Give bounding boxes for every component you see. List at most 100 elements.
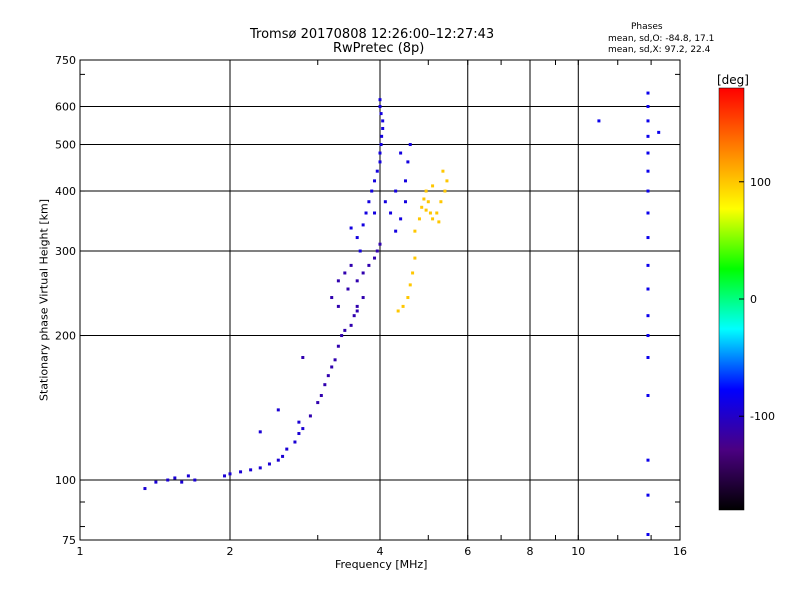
data-point bbox=[380, 134, 384, 138]
data-point bbox=[389, 211, 393, 215]
y-tick-label: 100 bbox=[55, 474, 76, 487]
stats-x: mean, sd,X: 97.2, 22.4 bbox=[608, 45, 711, 55]
data-point bbox=[276, 408, 280, 412]
data-point bbox=[361, 271, 365, 275]
data-point bbox=[193, 478, 197, 482]
data-point bbox=[646, 211, 650, 215]
data-point bbox=[378, 151, 382, 155]
data-point bbox=[373, 179, 377, 183]
x-tick-label: 1 bbox=[77, 545, 84, 558]
data-point bbox=[323, 383, 327, 387]
x-tick-label: 4 bbox=[377, 545, 384, 558]
data-point bbox=[297, 420, 301, 424]
colorbar-tick-label: -100 bbox=[750, 410, 775, 423]
data-point bbox=[420, 205, 424, 209]
data-point bbox=[646, 105, 650, 109]
data-point bbox=[443, 189, 447, 193]
y-tick-label: 750 bbox=[55, 54, 76, 67]
data-point bbox=[445, 179, 449, 183]
data-point bbox=[336, 279, 340, 283]
data-point bbox=[646, 119, 650, 123]
data-point bbox=[343, 328, 347, 332]
y-tick-label: 500 bbox=[55, 139, 76, 152]
data-point bbox=[399, 217, 403, 221]
colorbar-tick-label: 0 bbox=[750, 293, 757, 306]
data-point bbox=[646, 334, 650, 338]
data-point bbox=[333, 358, 337, 362]
data-point bbox=[424, 189, 428, 193]
data-point bbox=[373, 211, 377, 215]
x-tick-label: 6 bbox=[464, 545, 471, 558]
data-point bbox=[258, 466, 262, 470]
data-point bbox=[426, 200, 430, 204]
data-point bbox=[646, 151, 650, 155]
data-point bbox=[361, 296, 365, 300]
data-point bbox=[352, 314, 356, 318]
data-point bbox=[417, 217, 421, 221]
data-point bbox=[319, 394, 323, 398]
data-point bbox=[394, 189, 398, 193]
colorbar-tick-label: 100 bbox=[750, 176, 771, 189]
y-axis-label: Stationary phase Virtual Height [km] bbox=[37, 198, 51, 402]
x-tick-label: 2 bbox=[227, 545, 234, 558]
x-tick-label: 8 bbox=[527, 545, 534, 558]
data-point bbox=[379, 112, 383, 116]
data-point bbox=[355, 279, 359, 283]
data-point bbox=[367, 263, 371, 267]
data-point bbox=[422, 197, 426, 201]
data-point bbox=[346, 287, 350, 291]
data-point bbox=[154, 480, 158, 484]
data-point bbox=[330, 296, 334, 300]
data-point bbox=[646, 91, 650, 95]
data-point bbox=[383, 200, 387, 204]
data-point bbox=[370, 189, 374, 193]
data-point bbox=[381, 126, 385, 130]
data-point bbox=[646, 394, 650, 398]
data-point bbox=[308, 414, 312, 418]
data-point bbox=[378, 98, 382, 102]
data-point bbox=[437, 220, 441, 224]
data-point bbox=[349, 226, 353, 230]
data-point bbox=[413, 229, 417, 233]
data-point bbox=[646, 314, 650, 318]
data-point bbox=[343, 271, 347, 275]
data-point bbox=[258, 430, 262, 434]
data-point bbox=[180, 480, 184, 484]
data-point bbox=[408, 143, 412, 147]
data-point bbox=[439, 200, 443, 204]
data-point bbox=[276, 458, 280, 462]
data-point bbox=[428, 211, 432, 215]
data-point bbox=[375, 249, 379, 253]
data-point bbox=[281, 454, 285, 458]
data-point bbox=[431, 217, 435, 221]
data-point bbox=[186, 474, 190, 478]
data-point bbox=[431, 184, 435, 188]
data-point bbox=[378, 160, 382, 164]
data-point bbox=[336, 344, 340, 348]
data-point bbox=[408, 283, 412, 287]
data-point bbox=[646, 287, 650, 291]
data-point bbox=[646, 236, 650, 240]
data-point bbox=[364, 211, 368, 215]
data-point bbox=[406, 296, 410, 300]
data-point bbox=[285, 447, 289, 451]
data-point bbox=[355, 309, 359, 313]
data-point bbox=[355, 304, 359, 308]
data-point bbox=[316, 401, 320, 405]
data-point bbox=[173, 476, 177, 480]
data-point bbox=[358, 249, 362, 253]
data-point bbox=[349, 263, 353, 267]
data-point bbox=[401, 304, 405, 308]
data-point bbox=[403, 179, 407, 183]
data-point bbox=[413, 256, 417, 260]
data-point bbox=[336, 304, 340, 308]
data-point bbox=[378, 105, 382, 109]
y-tick-label: 75 bbox=[62, 534, 76, 547]
y-tick-label: 400 bbox=[55, 185, 76, 198]
data-point bbox=[646, 355, 650, 359]
x-axis-label: Frequency [MHz] bbox=[335, 558, 428, 571]
data-point bbox=[403, 200, 407, 204]
stats-header: Phases bbox=[631, 22, 663, 32]
data-point bbox=[646, 134, 650, 138]
